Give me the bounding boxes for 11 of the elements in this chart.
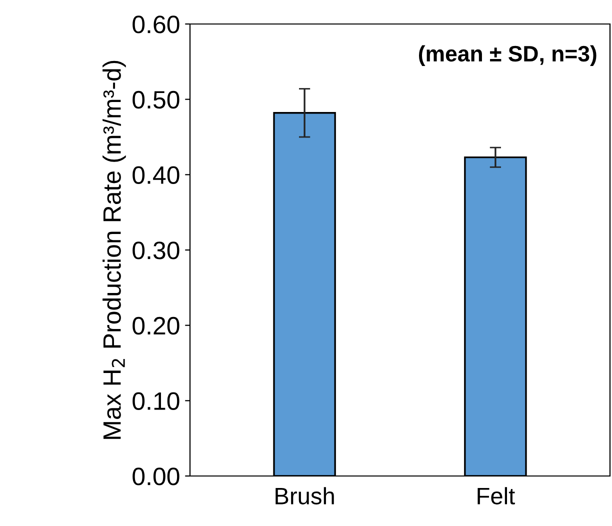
y-tick-label: 0.10 xyxy=(132,392,180,410)
y-tick-label: 0.40 xyxy=(132,166,180,184)
y-tick-label: 0.30 xyxy=(132,242,180,260)
y-tick-label: 0.00 xyxy=(132,468,180,486)
y-tick-label: 0.20 xyxy=(132,316,180,335)
y-axis-title: Max H$_{2}$ Production Rate (m³/m³-d) xyxy=(102,60,126,439)
x-tick-label: Felt xyxy=(478,487,515,504)
annotation: (mean ± SD, n=3) xyxy=(418,45,596,66)
y-tick-label: 0.60 xyxy=(132,16,180,34)
y-tick-label: 0.50 xyxy=(132,90,180,109)
x-tick-label: Brush xyxy=(276,487,334,504)
